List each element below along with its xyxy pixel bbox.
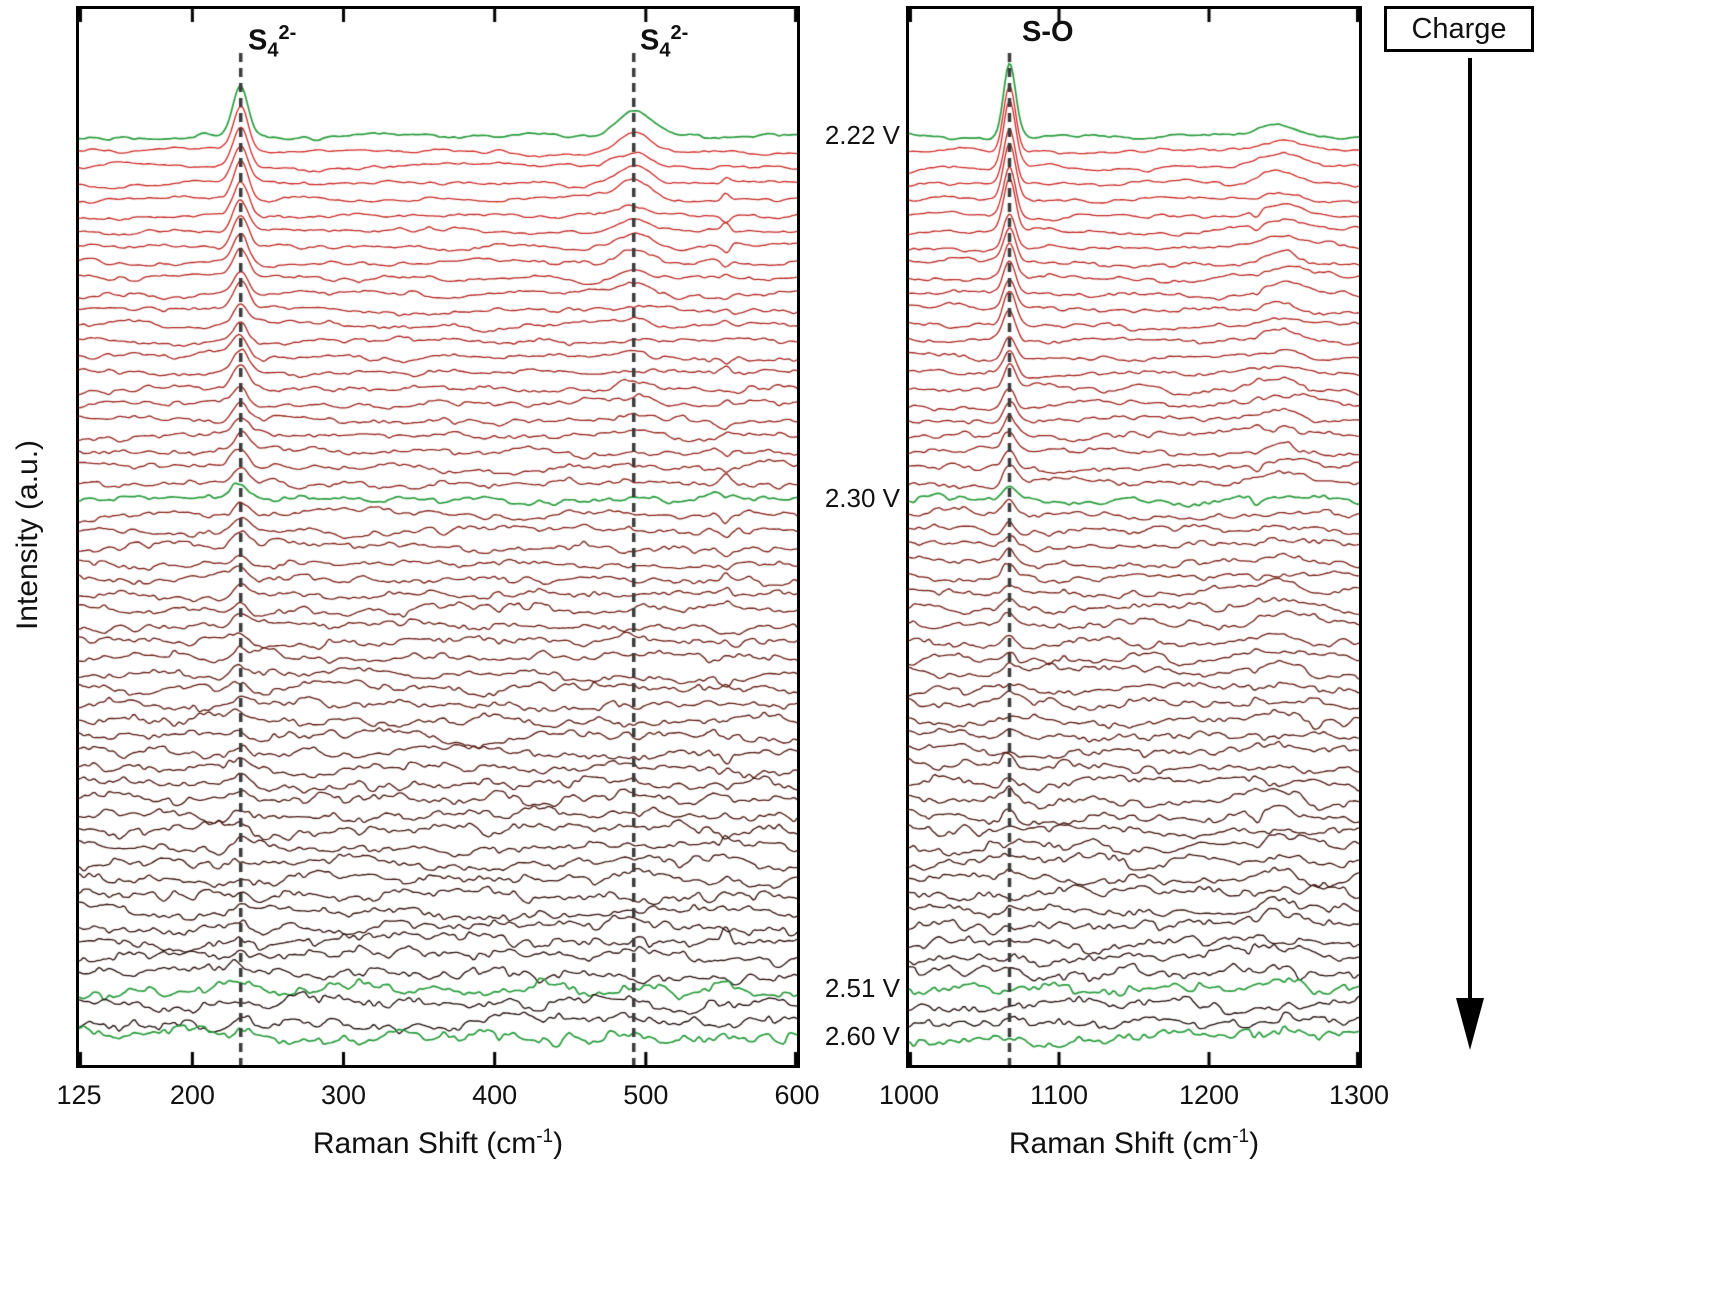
x-tick-label: 400 — [472, 1080, 518, 1110]
x-tick-label: 1200 — [1178, 1080, 1240, 1110]
voltage-label: 2.22 V — [824, 120, 900, 150]
x-axis-title-left: Raman Shift (cm-1) — [312, 1126, 564, 1160]
charge-label: Charge — [1411, 12, 1507, 45]
x-tick-label: 125 — [56, 1080, 102, 1110]
right-spectra-canvas — [909, 9, 1359, 1065]
x-tick-label: 300 — [320, 1080, 367, 1110]
x-tick-label: 1000 — [878, 1080, 940, 1110]
left-spectra-canvas — [79, 9, 797, 1065]
charge-legend-box: Charge — [1384, 6, 1534, 52]
y-axis-label: Intensity (a.u.) — [11, 439, 44, 631]
voltage-label: 2.30 V — [824, 483, 900, 514]
x-tick-label: 1100 — [1029, 1080, 1089, 1110]
charge-direction-arrow-icon — [1456, 58, 1484, 1050]
voltage-label: 2.51 V — [824, 973, 900, 1004]
x-tick-label: 1300 — [1328, 1080, 1390, 1110]
x-axis-title-right: Raman Shift (cm-1) — [1008, 1126, 1260, 1160]
peak-label-s-o: S-O — [1022, 16, 1074, 48]
right-spectra-panel — [906, 6, 1362, 1068]
peak-label-s4-left: S42- — [248, 22, 297, 62]
left-spectra-panel — [76, 6, 800, 1068]
x-tick-label: 500 — [623, 1080, 669, 1110]
x-tick-label: 200 — [169, 1080, 215, 1110]
peak-label-s4-right: S42- — [640, 22, 689, 62]
x-tick-label: 600 — [774, 1080, 820, 1110]
voltage-label: 2.60 V — [824, 1020, 900, 1051]
